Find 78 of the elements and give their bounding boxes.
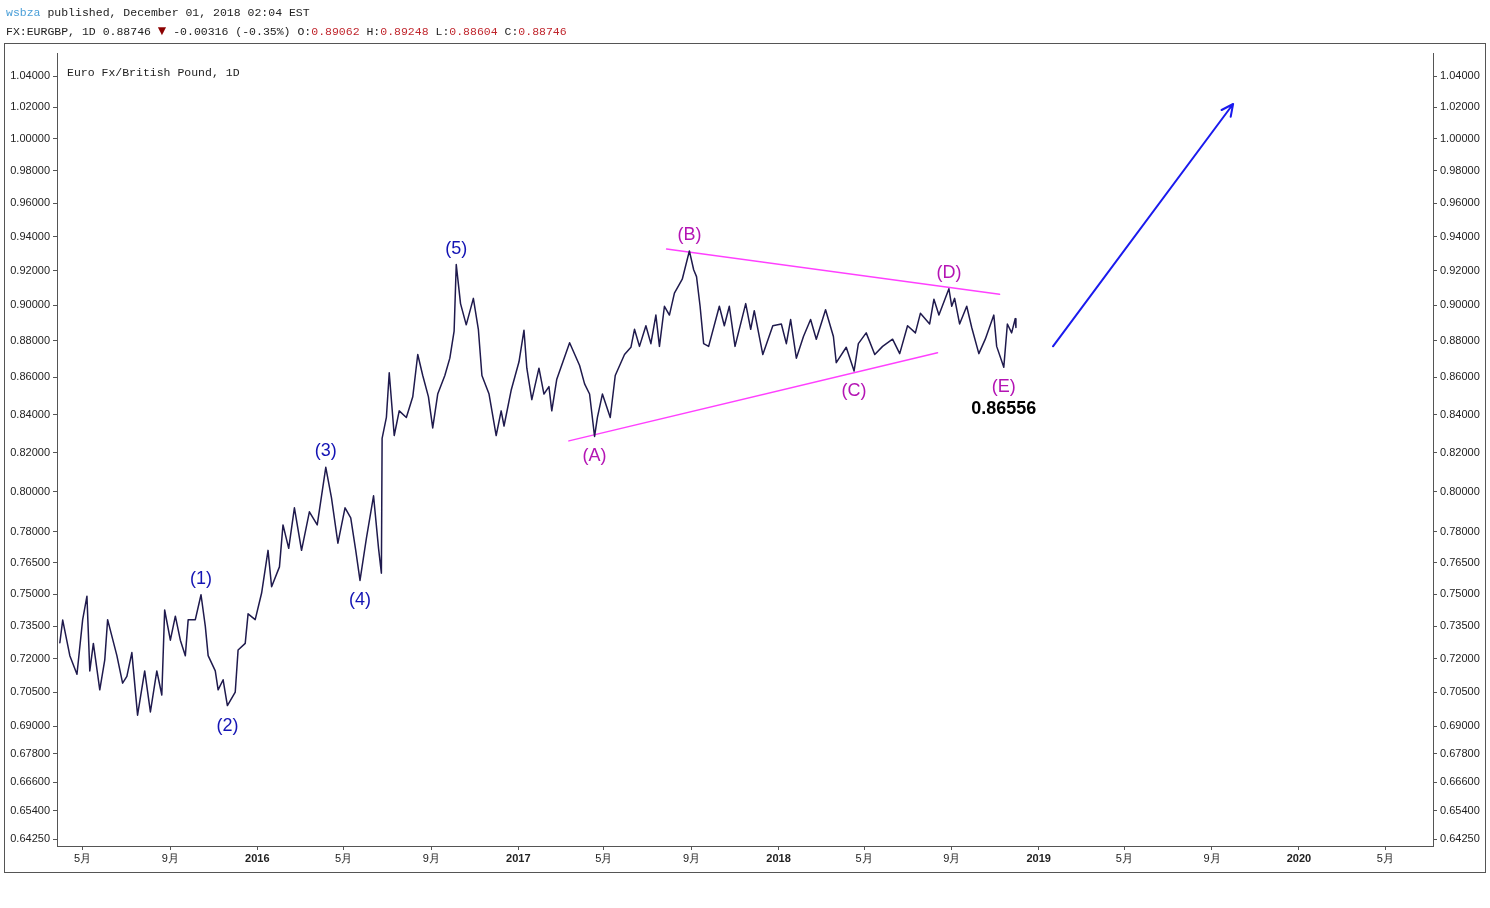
text: 0.73500 bbox=[1440, 619, 1480, 632]
annotation: (B) bbox=[677, 223, 702, 244]
y-tick-label: 0.64250 bbox=[10, 832, 50, 845]
x-tick-label: 5月 bbox=[335, 851, 353, 864]
text: 0.66600 bbox=[1440, 775, 1480, 788]
annotation: (1) bbox=[190, 567, 213, 588]
y-tick-label: 0.88000 bbox=[10, 334, 50, 346]
y-tick-label: 1.02000 bbox=[10, 100, 50, 113]
text: 0.84000 bbox=[1440, 407, 1480, 420]
annotation: (E) bbox=[991, 376, 1016, 397]
y-tick-label: 0.86000 bbox=[10, 370, 50, 383]
annotation: (C) bbox=[841, 379, 867, 400]
y-tick-label: 0.67800 bbox=[10, 746, 50, 759]
y-tick-label: 1.00000 bbox=[10, 131, 50, 144]
y-tick-label: 1.04000 bbox=[10, 69, 50, 82]
y-tick-label: 0.73500 bbox=[10, 619, 50, 632]
x-tick-label: 9月 bbox=[682, 851, 701, 864]
y-tick-label: 0.69000 bbox=[10, 719, 50, 732]
annotation: 0.86556 bbox=[971, 398, 1037, 419]
y-tick-label: 0.92000 bbox=[10, 263, 50, 276]
annotation: (D) bbox=[936, 261, 962, 282]
text: 0.76500 bbox=[1440, 555, 1480, 568]
y-tick-label: 0.82000 bbox=[10, 445, 50, 458]
text: 0.67800 bbox=[1440, 746, 1480, 759]
text: 0.96000 bbox=[1440, 196, 1480, 209]
x-tick-label: 9月 bbox=[161, 851, 179, 864]
x-tick-label: 2017 bbox=[506, 851, 531, 864]
y-tick-label: 0.78000 bbox=[10, 525, 50, 538]
x-tick-label: 9月 bbox=[943, 851, 961, 864]
x-tick-label: 5月 bbox=[1115, 851, 1133, 864]
text: 0.94000 bbox=[1440, 229, 1480, 242]
annotation: (2) bbox=[216, 714, 239, 735]
text: 0.78000 bbox=[1440, 525, 1480, 538]
y-tick-label: 0.65400 bbox=[10, 804, 50, 817]
text: 1.04000 bbox=[1440, 69, 1480, 82]
text: 0.69000 bbox=[1440, 719, 1480, 732]
y-tick-label: 0.96000 bbox=[10, 196, 50, 209]
annotation: (5) bbox=[445, 237, 468, 258]
y-tick-label: 0.75000 bbox=[10, 587, 50, 600]
x-tick-label: 9月 bbox=[1203, 851, 1221, 864]
x-tick-label: 5月 bbox=[74, 851, 92, 864]
annotation: (A) bbox=[582, 445, 607, 466]
text: wsbza published, December 01, 2018 02:04 EST bbox=[6, 6, 310, 20]
y-tick-label: 0.84000 bbox=[10, 407, 50, 420]
text: 0.98000 bbox=[1440, 163, 1480, 176]
text: 1.00000 bbox=[1440, 131, 1480, 144]
x-tick-label: 5月 bbox=[595, 851, 613, 864]
y-tick-label: 0.72000 bbox=[10, 651, 50, 664]
text: Euro Fx/British Pound, 1D bbox=[67, 65, 240, 79]
text: 0.90000 bbox=[1440, 298, 1480, 311]
y-tick-label: 0.80000 bbox=[10, 484, 50, 497]
annotation: (3) bbox=[314, 440, 337, 461]
annotation: (4) bbox=[349, 589, 372, 610]
text: 0.70500 bbox=[1440, 685, 1480, 698]
x-tick-label: 2016 bbox=[245, 851, 270, 864]
y-tick-label: 0.76500 bbox=[10, 555, 50, 568]
y-tick-label: 0.66600 bbox=[10, 775, 50, 788]
text: 1.02000 bbox=[1440, 100, 1480, 113]
text: 0.92000 bbox=[1440, 263, 1480, 276]
text: 0.88000 bbox=[1440, 334, 1480, 346]
text: 0.75000 bbox=[1440, 587, 1480, 600]
text: 0.64250 bbox=[1440, 832, 1480, 845]
text: 0.80000 bbox=[1440, 484, 1480, 497]
y-tick-label: 0.94000 bbox=[10, 229, 50, 242]
x-tick-label: 2018 bbox=[766, 851, 791, 864]
text: 0.65400 bbox=[1440, 804, 1480, 817]
x-tick-label: 5月 bbox=[1376, 851, 1394, 864]
text: 0.86000 bbox=[1440, 370, 1480, 383]
text: 0.72000 bbox=[1440, 651, 1480, 664]
text: 0.82000 bbox=[1440, 445, 1480, 458]
text: FX:EURGBP, 1D 0.88746 ▼ -0.00316 (-0.35%) O:0.89062 H:0.89248 L:0.88604 C:0.88746 bbox=[6, 23, 567, 39]
x-tick-label: 2020 bbox=[1286, 851, 1312, 864]
x-tick-label: 2019 bbox=[1026, 851, 1051, 864]
y-tick-label: 0.90000 bbox=[10, 298, 50, 311]
y-tick-label: 0.70500 bbox=[10, 685, 50, 698]
y-tick-label: 0.98000 bbox=[10, 163, 50, 176]
x-tick-label: 9月 bbox=[422, 851, 440, 864]
x-tick-label: 5月 bbox=[855, 851, 873, 864]
